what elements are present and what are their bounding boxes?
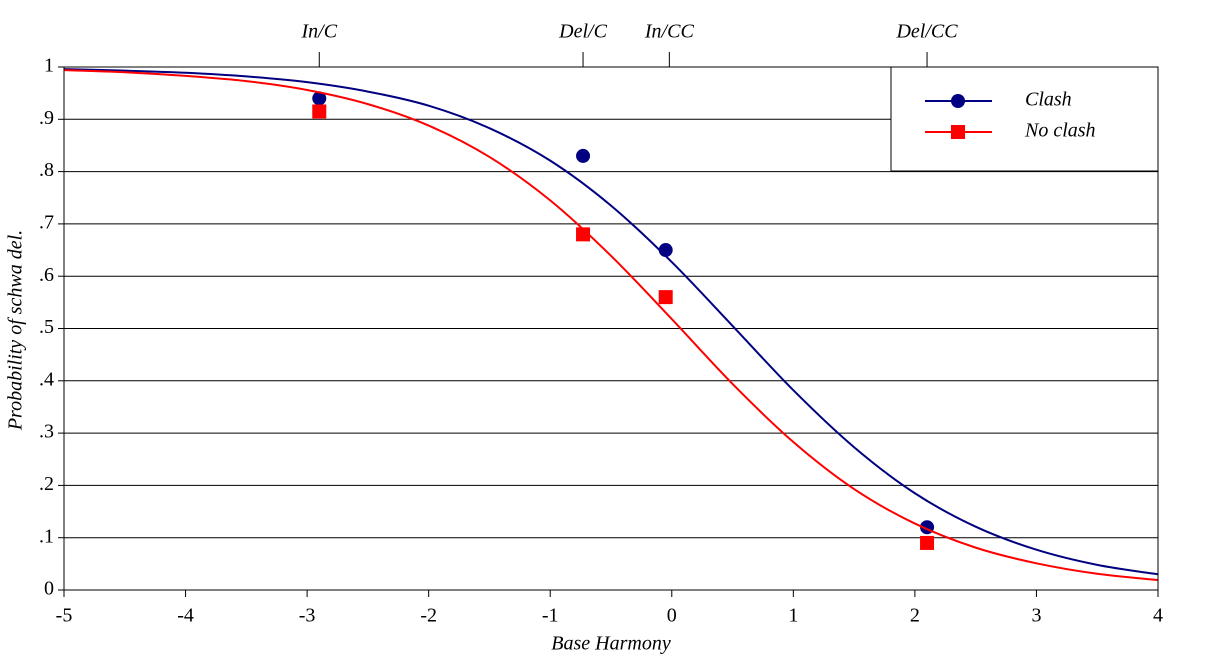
x-tick-label: 0 (667, 605, 677, 627)
legend-marker (951, 125, 965, 139)
legend-label: No clash (1024, 120, 1096, 142)
y-tick-label: .6 (39, 264, 54, 286)
y-tick-label: 1 (44, 55, 54, 77)
x-tick-label: 3 (1031, 605, 1041, 627)
y-axis-label: Probability of schwa del. (5, 230, 27, 431)
x-tick-label: -5 (56, 605, 73, 627)
x2-tick-label: Del/C (558, 21, 607, 43)
data-point (658, 290, 673, 305)
plot-border (63, 66, 1159, 591)
x2-tick-label: In/CC (644, 21, 695, 43)
y-tick-label: .2 (39, 473, 54, 495)
y-tick-label: .3 (39, 421, 54, 443)
data-point (576, 227, 591, 242)
legend-marker (951, 94, 965, 108)
fit-curve (63, 69, 1159, 582)
data-point (576, 148, 591, 163)
y-tick-label: .4 (39, 368, 54, 390)
y-tick-label: .7 (39, 211, 54, 233)
fit-curve (63, 68, 1159, 576)
x-tick-label: -1 (542, 605, 559, 627)
data-point (312, 104, 327, 119)
data-point (312, 91, 327, 106)
data-point (920, 535, 935, 550)
x-tick-label: 4 (1153, 605, 1163, 627)
x-tick-label: -3 (299, 605, 316, 627)
x-tick-label: -2 (420, 605, 437, 627)
y-tick-label: .1 (39, 525, 54, 547)
data-point (658, 243, 673, 258)
x2-tick-label: In/C (300, 21, 337, 43)
x-tick-label: 2 (910, 605, 920, 627)
legend-label: Clash (1025, 89, 1072, 111)
x2-tick-label: Del/CC (895, 21, 958, 43)
y-tick-label: .8 (39, 159, 54, 181)
y-tick-label: 0 (44, 578, 54, 600)
y-tick-label: .5 (39, 316, 54, 338)
legend-box (890, 66, 1159, 172)
x-tick-label: -4 (177, 605, 194, 627)
x-tick-label: 1 (788, 605, 798, 627)
y-tick-label: .9 (39, 107, 54, 129)
x-axis-label: Base Harmony (551, 633, 671, 655)
